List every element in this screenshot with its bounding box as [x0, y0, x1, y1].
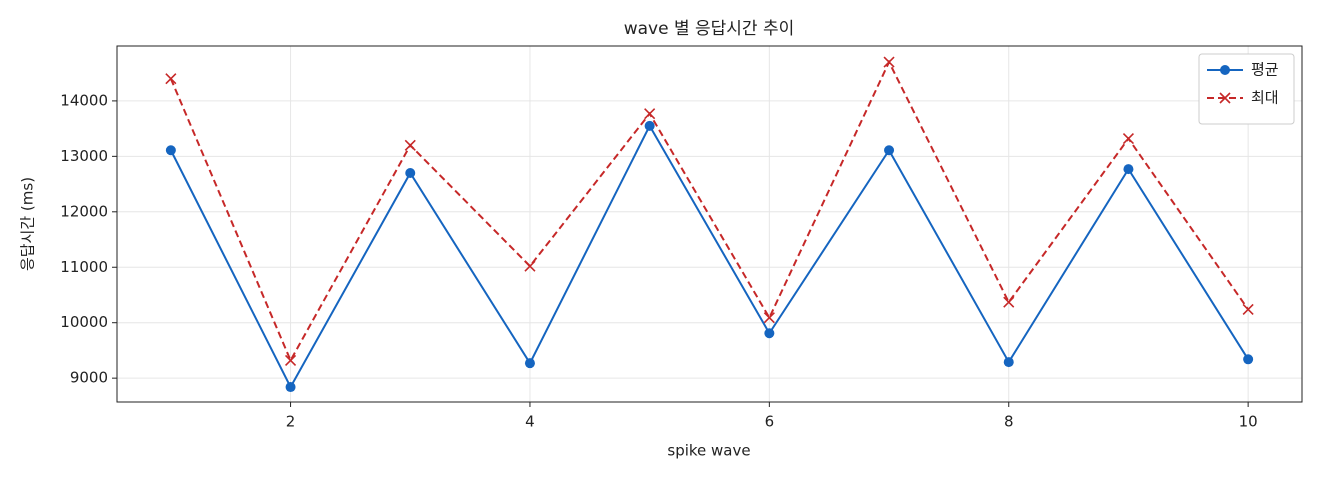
- marker: [763, 312, 775, 324]
- marker: [644, 108, 656, 120]
- marker: [524, 358, 535, 369]
- legend-label: 평균: [1251, 61, 1279, 79]
- marker: [764, 328, 775, 339]
- marker: [1003, 357, 1014, 368]
- x-tick-label: 10: [1239, 413, 1258, 431]
- legend-marker: [1220, 65, 1230, 75]
- legend-box: [1198, 53, 1295, 125]
- y-tick-label: 12000: [60, 202, 108, 220]
- marker: [1243, 354, 1254, 365]
- x-tick-label: 6: [765, 413, 775, 431]
- marker: [884, 145, 895, 156]
- marker: [883, 56, 895, 68]
- marker: [404, 139, 416, 151]
- marker: [165, 145, 176, 156]
- marker: [1123, 164, 1134, 175]
- marker: [644, 120, 655, 131]
- marker: [285, 382, 296, 393]
- legend-marker: [1219, 92, 1231, 104]
- marker: [1242, 303, 1254, 315]
- marker: [284, 354, 297, 366]
- chart-title: wave 별 응답시간 추이: [624, 19, 795, 39]
- x-axis-label: spike wave: [667, 442, 750, 460]
- legend-label: 최대: [1251, 89, 1279, 107]
- marker: [524, 260, 536, 272]
- series-line: [169, 123, 1249, 390]
- y-tick-label: 11000: [60, 258, 108, 276]
- marker: [405, 167, 416, 178]
- y-tick-label: 14000: [60, 91, 108, 109]
- plot-frame: [116, 45, 1303, 403]
- x-tick-label: 2: [286, 413, 296, 431]
- series-line: [169, 59, 1249, 363]
- y-tick-label: 10000: [60, 313, 108, 331]
- marker: [1003, 296, 1015, 308]
- y-tick-label: 9000: [70, 369, 108, 387]
- x-tick-label: 8: [1004, 413, 1014, 431]
- marker: [165, 73, 177, 85]
- x-tick-label: 4: [525, 413, 535, 431]
- y-axis-label: 응답시간 (ms): [19, 177, 37, 271]
- marker: [1122, 133, 1135, 145]
- y-tick-label: 13000: [60, 147, 108, 165]
